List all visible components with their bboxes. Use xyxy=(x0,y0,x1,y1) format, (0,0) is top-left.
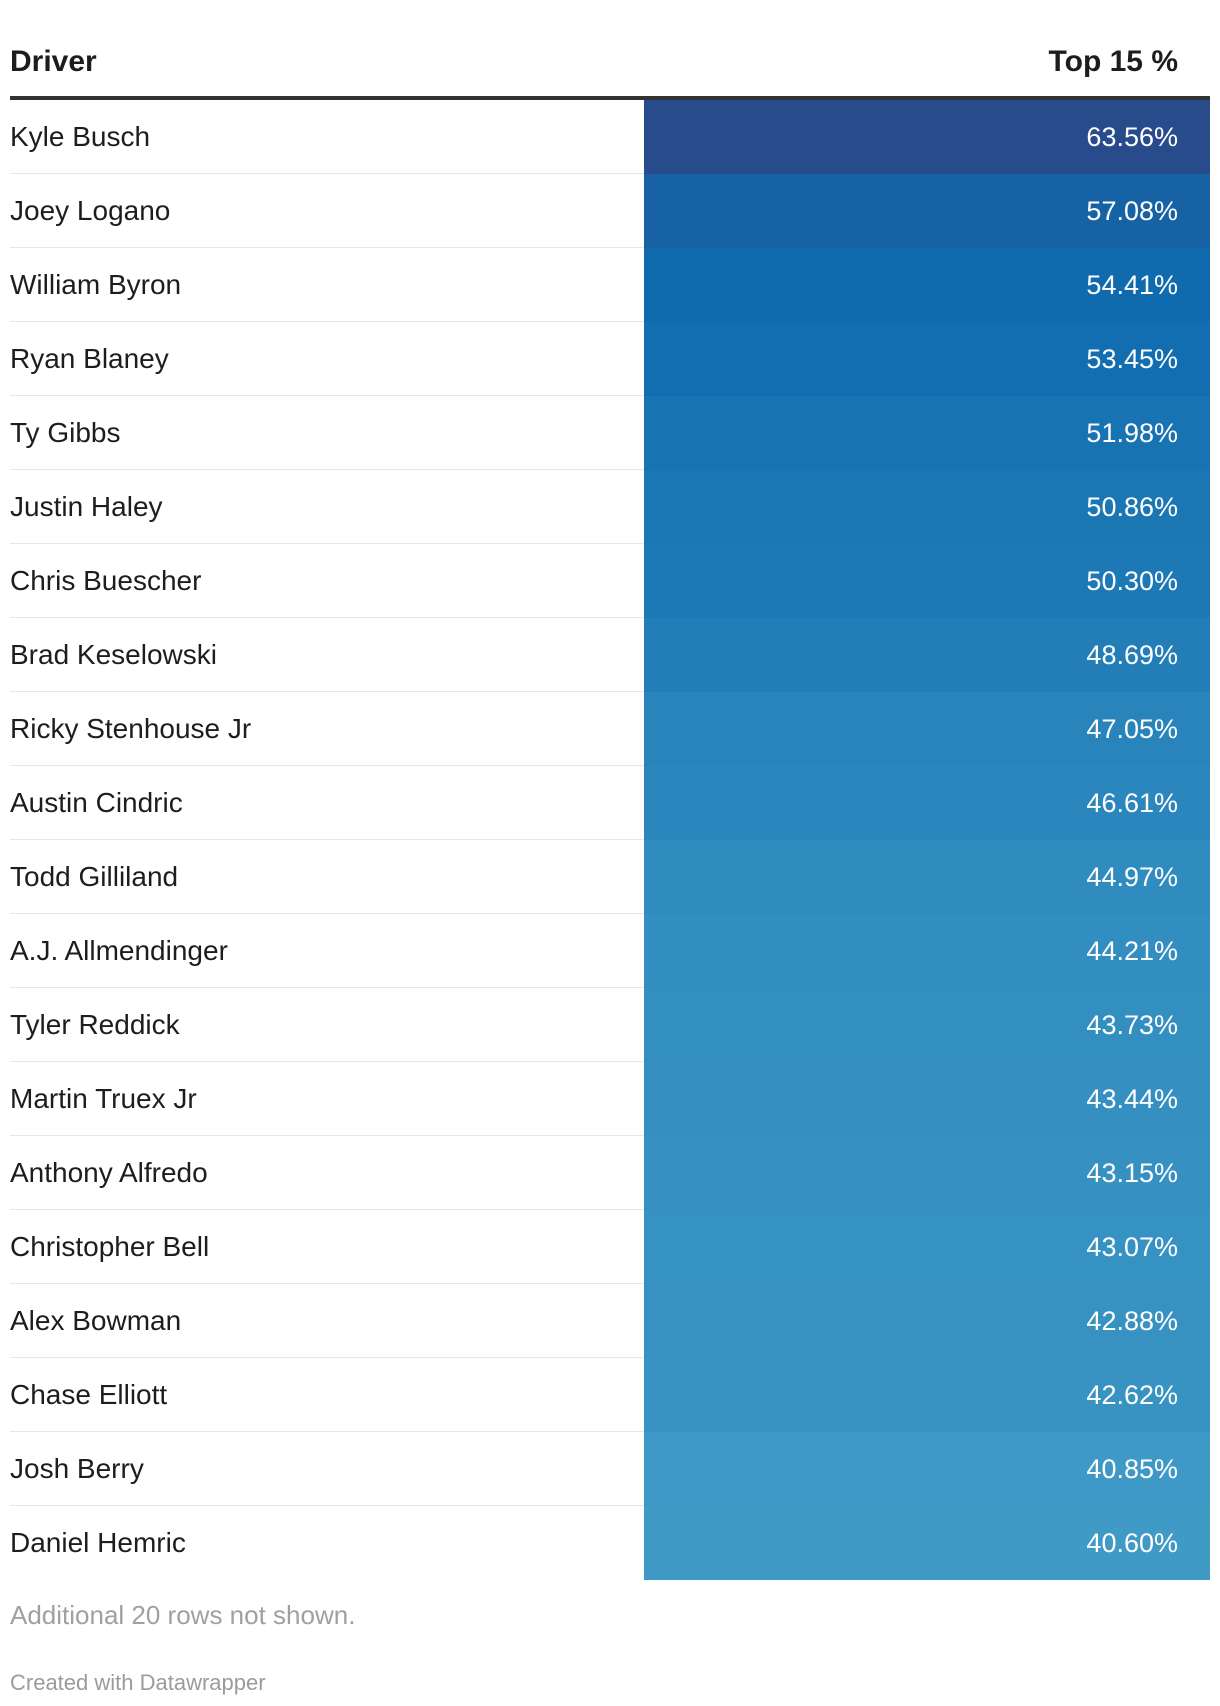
table-row: Ryan Blaney 53.45% xyxy=(10,322,1210,396)
table-row: Daniel Hemric 40.60% xyxy=(10,1506,1210,1580)
table-row: Chris Buescher 50.30% xyxy=(10,544,1210,618)
table-row: Brad Keselowski 48.69% xyxy=(10,618,1210,692)
top15-value-cell: 63.56% xyxy=(644,100,1210,174)
driver-name-cell: Ryan Blaney xyxy=(10,343,169,374)
column-header-driver[interactable]: Driver xyxy=(10,45,97,78)
top15-value-cell: 44.97% xyxy=(644,840,1210,914)
driver-name-cell: Todd Gilliland xyxy=(10,861,179,892)
top15-value-cell: 40.60% xyxy=(644,1506,1210,1580)
table-body: Kyle Busch 63.56% Joey Logano 57.08% William… xyxy=(10,100,1210,1580)
driver-name-cell: Christopher Bell xyxy=(10,1231,210,1262)
top15-value-cell: 50.30% xyxy=(644,544,1210,618)
table-row: Ricky Stenhouse Jr 47.05% xyxy=(10,692,1210,766)
top15-value-cell: 43.07% xyxy=(644,1210,1210,1284)
table-row: Chase Elliott 42.62% xyxy=(10,1358,1210,1432)
driver-name-cell: Chase Elliott xyxy=(10,1379,168,1410)
driver-name-cell: William Byron xyxy=(10,269,182,300)
top15-value-cell: 46.61% xyxy=(644,766,1210,840)
datawrapper-credit: Created with Datawrapper xyxy=(10,1670,266,1695)
datawrapper-table: Driver Top 15 % Kyle Busch 63.56% Joey Log… xyxy=(10,0,1210,1580)
top15-value-cell: 43.44% xyxy=(644,1062,1210,1136)
column-header-top15[interactable]: Top 15 % xyxy=(1048,45,1178,78)
driver-name-cell: Josh Berry xyxy=(10,1453,144,1484)
top15-value-cell: 47.05% xyxy=(644,692,1210,766)
top15-value-cell: 40.85% xyxy=(644,1432,1210,1506)
rows-not-shown-note: Additional 20 rows not shown. xyxy=(10,1600,356,1630)
table-row: A.J. Allmendinger 44.21% xyxy=(10,914,1210,988)
driver-name-cell: Tyler Reddick xyxy=(10,1009,180,1040)
table-row: Tyler Reddick 43.73% xyxy=(10,988,1210,1062)
driver-name-cell: Justin Haley xyxy=(10,491,163,522)
table-row: Anthony Alfredo 43.15% xyxy=(10,1136,1210,1210)
top15-value-cell: 42.62% xyxy=(644,1358,1210,1432)
top15-value-cell: 43.73% xyxy=(644,988,1210,1062)
driver-name-cell: Anthony Alfredo xyxy=(10,1157,208,1188)
driver-name-cell: Ty Gibbs xyxy=(10,417,121,448)
top15-value-cell: 43.15% xyxy=(644,1136,1210,1210)
driver-name-cell: Chris Buescher xyxy=(10,565,202,596)
top15-value-cell: 54.41% xyxy=(644,248,1210,322)
top15-value-cell: 48.69% xyxy=(644,618,1210,692)
driver-name-cell: Martin Truex Jr xyxy=(10,1083,197,1114)
driver-name-cell: A.J. Allmendinger xyxy=(10,935,228,966)
table-row: Joey Logano 57.08% xyxy=(10,174,1210,248)
driver-name-cell: Austin Cindric xyxy=(10,787,183,818)
driver-name-cell: Kyle Busch xyxy=(10,121,151,152)
driver-name-cell: Daniel Hemric xyxy=(10,1527,186,1558)
driver-name-cell: Alex Bowman xyxy=(10,1305,182,1336)
table-row: Todd Gilliland 44.97% xyxy=(10,840,1210,914)
table-row: Josh Berry 40.85% xyxy=(10,1432,1210,1506)
top15-value-cell: 51.98% xyxy=(644,396,1210,470)
table-header: Driver Top 15 % xyxy=(10,0,1210,100)
top15-value-cell: 42.88% xyxy=(644,1284,1210,1358)
table-row: William Byron 54.41% xyxy=(10,248,1210,322)
driver-name-cell: Ricky Stenhouse Jr xyxy=(10,713,252,744)
top15-value-cell: 44.21% xyxy=(644,914,1210,988)
top15-value-cell: 50.86% xyxy=(644,470,1210,544)
table-row: Kyle Busch 63.56% xyxy=(10,100,1210,174)
table-row: Martin Truex Jr 43.44% xyxy=(10,1062,1210,1136)
top15-value-cell: 57.08% xyxy=(644,174,1210,248)
table-row: Austin Cindric 46.61% xyxy=(10,766,1210,840)
table-row: Justin Haley 50.86% xyxy=(10,470,1210,544)
table-row: Ty Gibbs 51.98% xyxy=(10,396,1210,470)
top15-value-cell: 53.45% xyxy=(644,322,1210,396)
table-row: Christopher Bell 43.07% xyxy=(10,1210,1210,1284)
driver-name-cell: Joey Logano xyxy=(10,195,171,226)
driver-name-cell: Brad Keselowski xyxy=(10,639,217,670)
table-row: Alex Bowman 42.88% xyxy=(10,1284,1210,1358)
